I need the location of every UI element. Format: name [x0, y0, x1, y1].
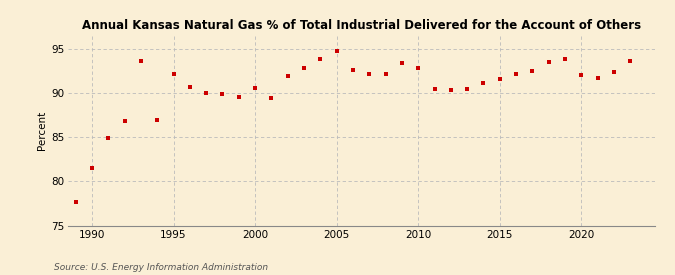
Point	[136, 59, 146, 64]
Point	[609, 70, 620, 74]
Point	[625, 59, 636, 64]
Y-axis label: Percent: Percent	[37, 111, 47, 150]
Point	[396, 61, 407, 65]
Point	[234, 94, 244, 99]
Point	[413, 65, 424, 70]
Point	[462, 87, 472, 91]
Point	[250, 86, 261, 90]
Point	[200, 91, 211, 95]
Point	[527, 69, 538, 73]
Title: Annual Kansas Natural Gas % of Total Industrial Delivered for the Account of Oth: Annual Kansas Natural Gas % of Total Ind…	[82, 19, 641, 32]
Point	[511, 72, 522, 76]
Point	[103, 136, 113, 140]
Point	[380, 72, 391, 76]
Point	[184, 85, 195, 89]
Point	[592, 76, 603, 80]
Point	[494, 77, 505, 81]
Point	[86, 166, 97, 170]
Point	[429, 87, 440, 91]
Point	[560, 56, 570, 61]
Point	[217, 92, 228, 96]
Point	[315, 56, 326, 61]
Point	[576, 73, 587, 78]
Point	[331, 49, 342, 53]
Point	[119, 119, 130, 123]
Point	[266, 95, 277, 100]
Point	[348, 68, 358, 72]
Point	[446, 88, 456, 93]
Point	[298, 65, 309, 70]
Point	[152, 117, 163, 122]
Point	[364, 72, 375, 76]
Point	[168, 72, 179, 76]
Text: Source: U.S. Energy Information Administration: Source: U.S. Energy Information Administ…	[54, 263, 268, 272]
Point	[478, 80, 489, 85]
Point	[543, 60, 554, 64]
Point	[282, 74, 293, 79]
Point	[70, 199, 81, 204]
